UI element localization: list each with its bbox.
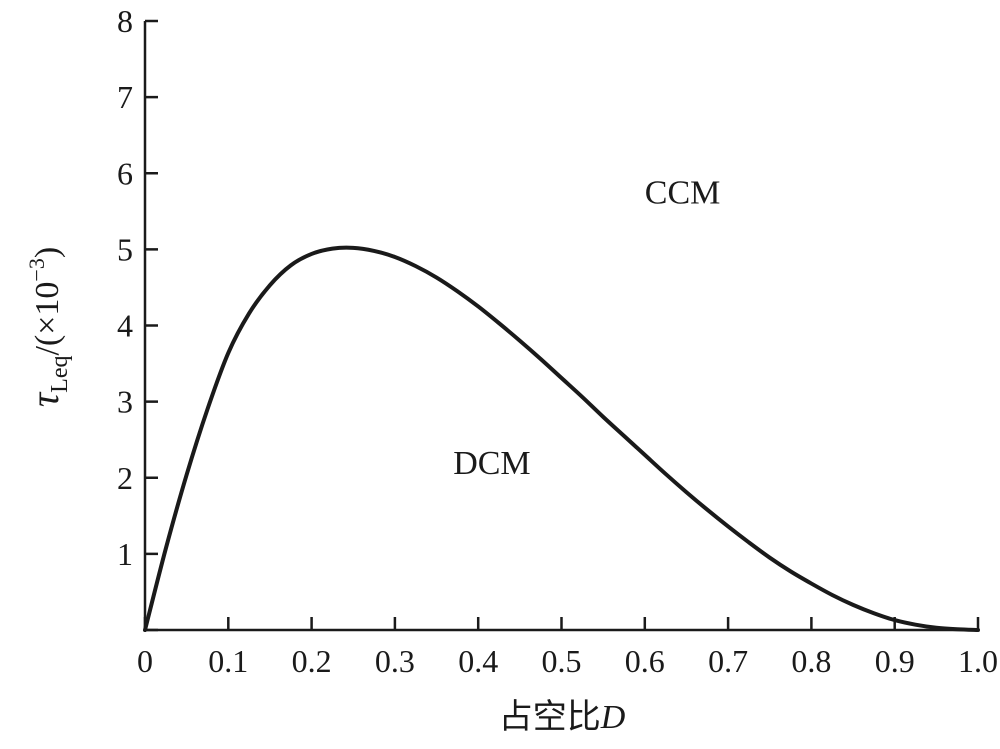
y-axis-title-sub: Leq [47,356,73,393]
x-tick-label-0: 0 [137,643,153,679]
x-tick-label-8: 0.8 [791,643,831,679]
y-axis-title-symbol: τ [22,391,67,407]
x-axis-title-main: 占空比 [499,698,601,736]
ticks [143,19,980,632]
x-axis-title: 占空比D [499,698,626,736]
x-tick-label-7: 0.7 [708,643,748,679]
annotation-dcm: DCM [453,445,530,482]
axes [143,21,978,632]
x-axis-title-var: D [600,699,626,736]
y-tick-label-2: 2 [117,460,133,496]
x-tick-label-5: 0.5 [542,643,582,679]
x-tick-label-10: 1.0 [958,643,998,679]
x-tick-label-9: 0.9 [875,643,915,679]
annotations: CCM DCM [453,175,720,482]
y-tick-label-3: 3 [117,384,133,420]
y-axis-title: τLeq/(×10−3) [22,247,73,407]
y-axis-title-unit-pre: /(×10 [29,282,66,356]
y-tick-label-7: 7 [117,79,133,115]
y-axis-title-unit-post: ) [29,247,66,258]
y-axis-title-exp: −3 [24,258,49,281]
x-tick-label-3: 0.3 [375,643,415,679]
x-tick-label-6: 0.6 [625,643,665,679]
series-line [143,245,980,632]
x-tick-label-4: 0.4 [458,643,498,679]
annotation-ccm: CCM [645,175,721,212]
x-tick-label-2: 0.2 [292,643,332,679]
tick-labels: 0 0.1 0.2 0.3 0.4 0.5 0.6 0.7 0.8 0.9 1.0 1 2 3 4 5 6 7 8 [117,3,998,679]
y-tick-label-1: 1 [117,536,133,572]
y-tick-label-8: 8 [117,3,133,39]
x-tick-label-1: 0.1 [208,643,248,679]
y-tick-label-5: 5 [117,231,133,267]
y-tick-label-4: 4 [117,308,133,344]
y-tick-label-6: 6 [117,155,133,191]
